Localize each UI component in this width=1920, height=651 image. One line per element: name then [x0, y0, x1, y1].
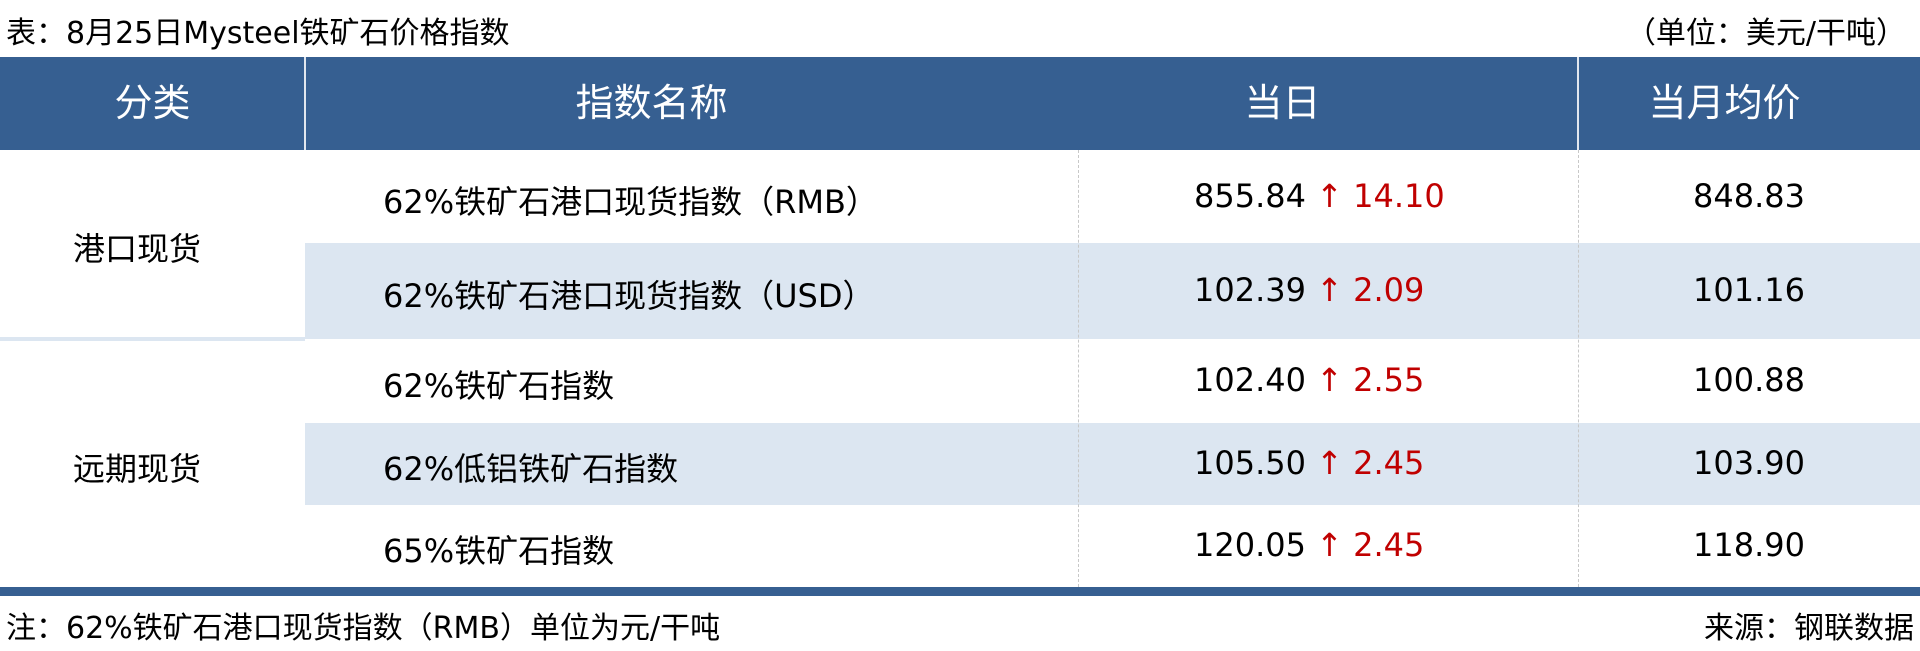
table-row: 65%铁矿石指数 120.05 ↑ 2.45 118.90 [305, 505, 1920, 587]
header-index-name: 指数名称 [575, 81, 728, 125]
index-name: 62%铁矿石港口现货指数（RMB） [383, 182, 878, 221]
category-label: 远期现货 [73, 450, 202, 488]
table-row: 62%铁矿石指数 102.40 ↑ 2.55 100.88 [305, 339, 1920, 423]
source-label: 来源：钢联数据 [1704, 611, 1914, 646]
today-value: 120.05 [1194, 526, 1306, 564]
change-value: 2.45 [1353, 444, 1425, 482]
table-header: 分类 指数名称 当日 当月均价 [0, 57, 1920, 150]
today-cell: 855.84 ↑ 14.10 [1194, 177, 1445, 215]
month-avg-value: 101.16 [1693, 271, 1805, 309]
header-divider [1577, 57, 1579, 150]
category-label: 港口现货 [73, 229, 202, 268]
column-divider [1078, 150, 1079, 587]
index-name: 62%铁矿石港口现货指数（USD） [383, 277, 875, 315]
table-row: 62%铁矿石港口现货指数（RMB） 855.84 ↑ 14.10 848.83 [305, 150, 1920, 243]
arrow-up-icon: ↑ [1316, 526, 1343, 564]
header-today: 当日 [1244, 81, 1321, 125]
change-value: 2.55 [1353, 361, 1425, 399]
category-cell: 港口现货 [0, 150, 305, 337]
month-avg-value: 118.90 [1693, 526, 1805, 564]
today-cell: 102.39 ↑ 2.09 [1194, 271, 1424, 309]
index-name: 62%铁矿石指数 [383, 367, 615, 405]
header-month-avg: 当月均价 [1648, 81, 1801, 125]
table-bottom-border [0, 587, 1920, 596]
index-name: 65%铁矿石指数 [383, 532, 615, 570]
arrow-up-icon: ↑ [1316, 271, 1343, 309]
arrow-up-icon: ↑ [1316, 176, 1343, 215]
table-row: 62%铁矿石港口现货指数（USD） 102.39 ↑ 2.09 101.16 [305, 243, 1920, 339]
column-divider [1578, 150, 1579, 587]
unit-label: （单位：美元/干吨） [1625, 16, 1906, 51]
table-row: 62%低铝铁矿石指数 105.50 ↑ 2.45 103.90 [305, 423, 1920, 505]
today-value: 105.50 [1194, 444, 1306, 482]
today-value: 102.40 [1194, 361, 1306, 399]
footnote: 注：62%铁矿石港口现货指数（RMB）单位为元/干吨 [6, 611, 721, 646]
index-name: 62%低铝铁矿石指数 [383, 450, 679, 488]
today-cell: 120.05 ↑ 2.45 [1194, 526, 1424, 564]
change-value: 2.45 [1353, 526, 1425, 564]
arrow-up-icon: ↑ [1316, 361, 1343, 399]
category-cell: 远期现货 [0, 341, 305, 587]
month-avg-value: 103.90 [1693, 444, 1805, 482]
header-category: 分类 [114, 81, 191, 125]
group-divider [0, 337, 305, 341]
month-avg-value: 100.88 [1693, 361, 1805, 399]
header-divider [304, 57, 306, 150]
table-title: 表：8月25日Mysteel铁矿石价格指数 [6, 16, 510, 51]
change-value: 14.10 [1353, 176, 1445, 215]
change-value: 2.09 [1353, 271, 1425, 309]
today-value: 855.84 [1194, 176, 1306, 215]
arrow-up-icon: ↑ [1316, 444, 1343, 482]
month-avg-value: 848.83 [1693, 176, 1805, 215]
today-value: 102.39 [1194, 271, 1306, 309]
today-cell: 105.50 ↑ 2.45 [1194, 444, 1424, 482]
today-cell: 102.40 ↑ 2.55 [1194, 361, 1424, 399]
